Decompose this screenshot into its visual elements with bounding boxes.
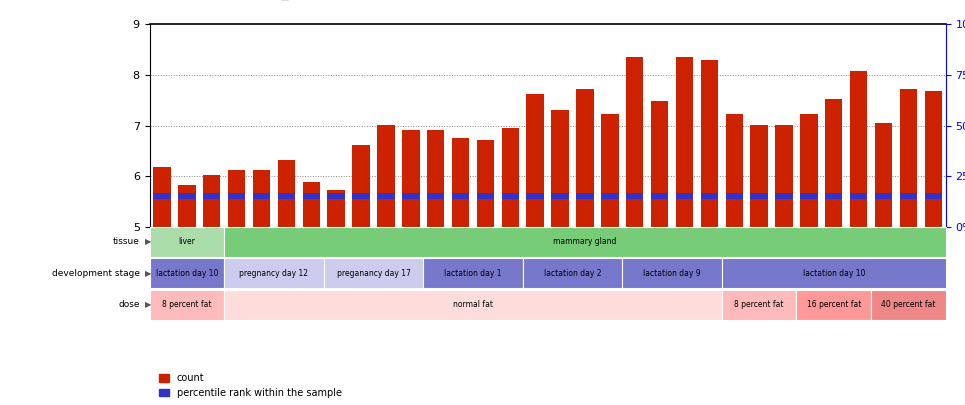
Bar	[676, 193, 693, 199]
Bar	[153, 167, 171, 227]
Bar	[825, 193, 842, 199]
Bar	[253, 193, 270, 199]
Bar	[850, 193, 868, 199]
Bar	[899, 89, 917, 227]
Bar	[179, 185, 196, 227]
Bar	[424, 258, 523, 288]
Bar	[850, 71, 868, 227]
Text: lactation day 10: lactation day 10	[155, 269, 218, 278]
Text: 16 percent fat: 16 percent fat	[807, 301, 861, 309]
Bar	[352, 145, 370, 227]
Bar	[377, 125, 395, 227]
Bar	[701, 193, 718, 199]
Bar	[626, 57, 644, 227]
Bar	[203, 175, 220, 227]
Bar	[303, 182, 320, 227]
Bar	[751, 193, 768, 199]
Text: 8 percent fat: 8 percent fat	[734, 301, 784, 309]
Bar	[722, 258, 946, 288]
Bar	[726, 193, 743, 199]
Text: 8 percent fat: 8 percent fat	[162, 301, 211, 309]
Text: development stage: development stage	[52, 269, 140, 278]
Bar	[875, 123, 893, 227]
Bar	[701, 60, 718, 227]
Bar	[452, 193, 469, 199]
Bar	[924, 91, 942, 227]
Bar	[523, 258, 622, 288]
Bar	[502, 193, 519, 199]
Bar	[751, 125, 768, 227]
Bar	[150, 227, 224, 257]
Bar	[775, 125, 792, 227]
Bar	[427, 193, 445, 199]
Bar	[924, 193, 942, 199]
Text: normal fat: normal fat	[453, 301, 493, 309]
Text: preganancy day 17: preganancy day 17	[337, 269, 410, 278]
Bar	[253, 170, 270, 227]
Bar	[323, 258, 424, 288]
Bar	[551, 111, 568, 227]
Bar	[601, 115, 619, 227]
Bar	[871, 290, 946, 320]
Bar	[726, 115, 743, 227]
Bar	[722, 290, 796, 320]
Bar	[228, 170, 245, 227]
Bar	[650, 101, 669, 227]
Bar	[402, 193, 420, 199]
Bar	[875, 193, 893, 199]
Text: dose: dose	[119, 301, 140, 309]
Bar	[576, 193, 593, 199]
Bar	[576, 89, 593, 227]
Bar	[278, 193, 295, 199]
Bar	[899, 193, 917, 199]
Text: lactation day 1: lactation day 1	[444, 269, 502, 278]
Bar	[800, 193, 817, 199]
Bar	[650, 193, 669, 199]
Bar	[502, 128, 519, 227]
Bar	[327, 193, 345, 199]
Bar	[377, 193, 395, 199]
Bar	[402, 130, 420, 227]
Bar	[825, 99, 842, 227]
Bar	[676, 57, 693, 227]
Bar	[224, 290, 722, 320]
Bar	[327, 190, 345, 227]
Text: tissue: tissue	[113, 237, 140, 246]
Bar	[477, 193, 494, 199]
Bar	[551, 193, 568, 199]
Bar	[228, 193, 245, 199]
Bar	[796, 290, 871, 320]
Bar	[626, 193, 644, 199]
Text: lactation day 2: lactation day 2	[543, 269, 601, 278]
Bar	[452, 138, 469, 227]
Text: lactation day 10: lactation day 10	[803, 269, 865, 278]
Bar	[153, 193, 171, 199]
Bar	[775, 193, 792, 199]
Bar	[150, 290, 224, 320]
Bar	[278, 160, 295, 227]
Bar	[800, 115, 817, 227]
Legend: count, percentile rank within the sample: count, percentile rank within the sample	[159, 373, 342, 398]
Bar	[477, 140, 494, 227]
Bar	[179, 193, 196, 199]
Bar	[601, 193, 619, 199]
Bar	[427, 130, 445, 227]
Text: liver: liver	[179, 237, 195, 246]
Text: mammary gland: mammary gland	[553, 237, 617, 246]
Text: ▶: ▶	[145, 237, 152, 246]
Bar	[352, 193, 370, 199]
Bar	[303, 193, 320, 199]
Bar	[203, 193, 220, 199]
Text: ▶: ▶	[145, 269, 152, 278]
Text: pregnancy day 12: pregnancy day 12	[239, 269, 309, 278]
Bar	[622, 258, 722, 288]
Text: ▶: ▶	[145, 301, 152, 309]
Bar	[150, 258, 224, 288]
Bar	[527, 94, 544, 227]
Text: lactation day 9: lactation day 9	[644, 269, 701, 278]
Bar	[527, 193, 544, 199]
Bar	[224, 258, 323, 288]
Text: 40 percent fat: 40 percent fat	[881, 301, 936, 309]
